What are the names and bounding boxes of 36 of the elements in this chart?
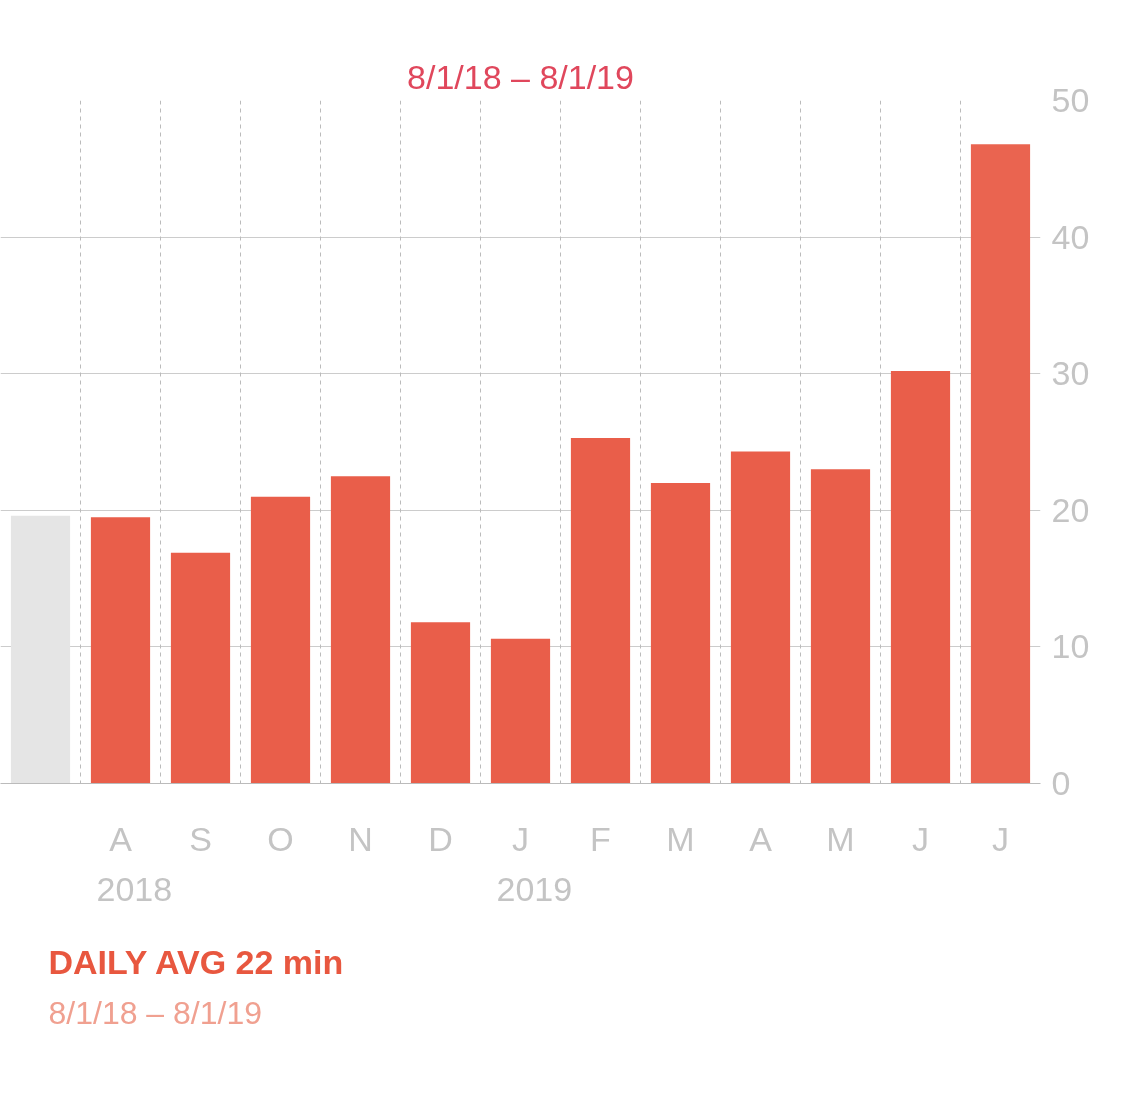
bar bbox=[970, 144, 1031, 784]
text: 8/1/18 – 8/1/19 bbox=[48, 994, 263, 1031]
chart-title: 8/1/18 – 8/1/19 bbox=[407, 57, 634, 96]
x-tick-label: N bbox=[348, 819, 373, 858]
bar bbox=[330, 476, 391, 784]
bar bbox=[890, 370, 951, 784]
y-tick-label: 10 bbox=[1051, 627, 1090, 666]
y-tick-label: 0 bbox=[1051, 764, 1071, 802]
bar bbox=[250, 496, 311, 784]
bar bbox=[810, 469, 871, 784]
x-tick-label: F bbox=[590, 819, 611, 858]
bar bbox=[490, 638, 551, 784]
text: 2019 bbox=[496, 869, 573, 908]
bar bbox=[570, 437, 631, 784]
x-tick-label: J bbox=[912, 819, 929, 858]
x-tick-label: M bbox=[826, 819, 855, 858]
x-tick-label: M bbox=[666, 819, 695, 858]
bar bbox=[10, 515, 71, 784]
bar bbox=[730, 451, 791, 784]
bar bbox=[90, 517, 151, 784]
x-tick-label: D bbox=[428, 819, 453, 858]
x-tick-label: S bbox=[189, 819, 212, 858]
x-tick-label: J bbox=[992, 819, 1009, 858]
y-tick-label: 20 bbox=[1051, 490, 1090, 529]
y-tick-label: 50 bbox=[1051, 81, 1090, 119]
text: 2018 bbox=[96, 869, 173, 908]
y-tick-label: 40 bbox=[1051, 217, 1090, 256]
y-tick-label: 30 bbox=[1051, 354, 1090, 393]
bar bbox=[650, 482, 711, 784]
bar bbox=[170, 552, 231, 784]
bar bbox=[410, 622, 471, 784]
x-tick-label: A bbox=[749, 819, 773, 858]
text: DAILY AVG 22 min bbox=[48, 942, 344, 981]
x-tick-label: O bbox=[267, 819, 294, 858]
x-tick-label: A bbox=[109, 819, 133, 858]
x-tick-label: J bbox=[512, 819, 529, 858]
